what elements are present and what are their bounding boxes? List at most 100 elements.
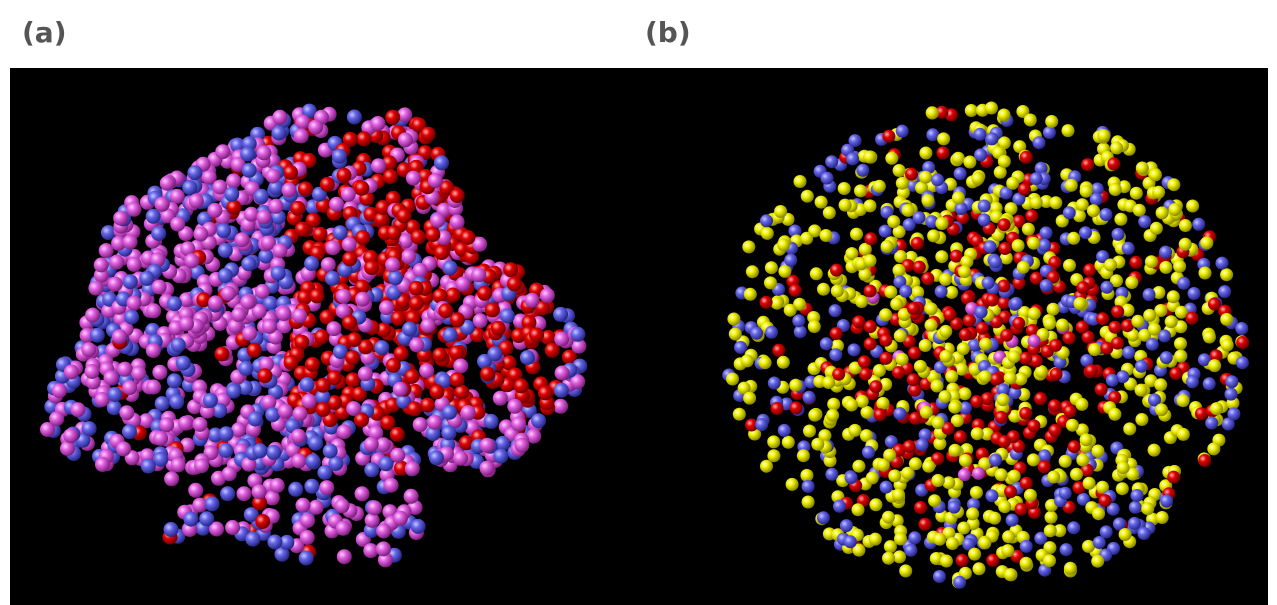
atom — [1235, 322, 1248, 335]
atom — [764, 276, 777, 289]
atom — [1024, 489, 1037, 502]
atom — [1179, 238, 1192, 251]
atom — [104, 370, 119, 385]
atom — [1165, 315, 1178, 328]
atom — [741, 354, 754, 367]
atom — [844, 535, 857, 548]
atom — [282, 183, 297, 198]
atom — [1059, 455, 1072, 468]
atom — [406, 171, 421, 186]
atom — [255, 284, 270, 299]
atom — [238, 361, 253, 376]
atom — [384, 478, 399, 493]
atom — [802, 480, 815, 493]
atom — [726, 373, 739, 386]
atom — [1038, 239, 1051, 252]
atom — [946, 537, 959, 550]
atom — [1074, 297, 1087, 310]
atom — [1138, 215, 1151, 228]
atom — [1004, 372, 1017, 385]
atom — [221, 286, 236, 301]
atom — [952, 152, 965, 165]
atom — [123, 274, 138, 289]
atom — [434, 245, 449, 260]
atom — [139, 271, 154, 286]
atom — [308, 120, 323, 135]
atom — [1092, 507, 1105, 520]
atom — [346, 401, 361, 416]
atom — [171, 458, 186, 473]
atom — [342, 315, 357, 330]
atom — [429, 450, 444, 465]
atom — [292, 406, 307, 421]
atom — [1143, 309, 1156, 322]
atom — [1159, 246, 1172, 259]
atom — [974, 148, 987, 161]
atom — [1154, 304, 1167, 317]
atom — [907, 302, 920, 315]
atom — [313, 227, 328, 242]
atom — [845, 399, 858, 412]
atom — [1148, 444, 1161, 457]
atom — [255, 514, 270, 529]
atom — [380, 415, 395, 430]
atom — [877, 397, 890, 410]
atom — [999, 242, 1012, 255]
atom — [935, 250, 948, 263]
atom — [226, 384, 241, 399]
atom — [383, 169, 398, 184]
atom — [1155, 403, 1168, 416]
atom — [971, 172, 984, 185]
atom — [883, 449, 896, 462]
atom — [325, 271, 340, 286]
atom — [371, 158, 386, 173]
atom — [1218, 285, 1231, 298]
atom — [242, 326, 257, 341]
atom — [869, 380, 882, 393]
atom — [355, 292, 370, 307]
atom — [326, 240, 341, 255]
atom — [1100, 281, 1113, 294]
atom — [1004, 485, 1017, 498]
atom — [1152, 186, 1165, 199]
atom — [948, 401, 961, 414]
atom — [95, 457, 110, 472]
atom — [151, 226, 166, 241]
atom — [371, 116, 386, 131]
atom — [822, 376, 835, 389]
atom — [164, 522, 179, 537]
atom — [896, 125, 909, 138]
atom — [902, 204, 915, 217]
atom — [247, 343, 262, 358]
atom — [554, 383, 569, 398]
atom — [460, 230, 475, 245]
atom — [290, 201, 305, 216]
atom — [1125, 276, 1138, 289]
atom — [1207, 442, 1220, 455]
atom — [894, 532, 907, 545]
atom — [1203, 331, 1216, 344]
atom — [959, 328, 972, 341]
atom — [216, 223, 231, 238]
atom — [298, 181, 313, 196]
atom — [820, 337, 833, 350]
atom — [272, 110, 287, 125]
atom — [540, 288, 555, 303]
atom — [453, 359, 468, 374]
atom — [893, 264, 906, 277]
atom — [972, 467, 985, 480]
atom — [240, 295, 255, 310]
atom — [1186, 375, 1199, 388]
atom — [316, 402, 331, 417]
atom — [949, 444, 962, 457]
atom — [225, 520, 240, 535]
atom — [978, 213, 991, 226]
atom — [425, 227, 440, 242]
atom — [1067, 521, 1080, 534]
atom — [995, 468, 1008, 481]
atom — [786, 478, 799, 491]
atom — [810, 267, 823, 280]
atom — [1000, 329, 1013, 342]
atom — [1195, 407, 1208, 420]
atom — [873, 364, 886, 377]
